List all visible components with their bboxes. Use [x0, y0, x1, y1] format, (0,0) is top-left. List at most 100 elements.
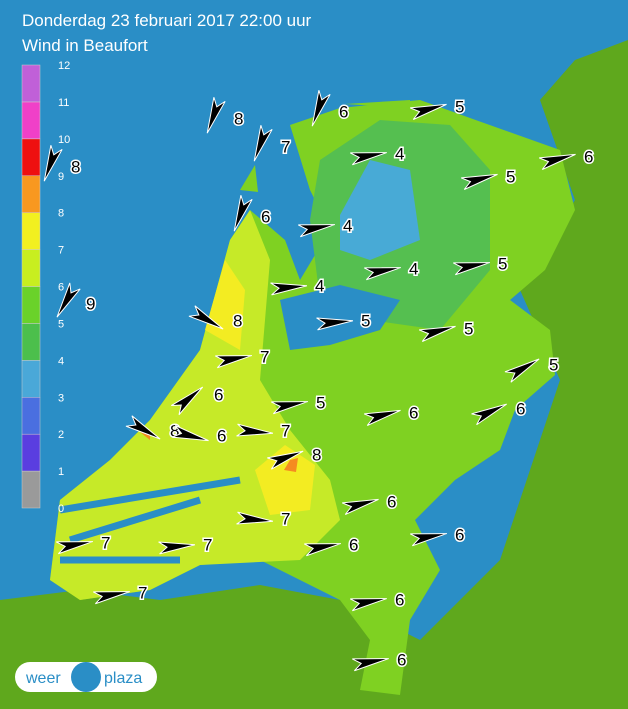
wind-arrow: [236, 511, 274, 525]
wind-force: 5: [316, 393, 325, 412]
wind-arrow: [364, 409, 401, 426]
wind-arrow: [350, 598, 387, 612]
wind-arrow: [298, 224, 335, 238]
arrow-head: [419, 325, 456, 342]
wind-force: 5: [549, 355, 558, 374]
wind-arrow: [410, 533, 447, 547]
wind-arrow: [364, 267, 401, 281]
wind-force: 6: [409, 403, 418, 422]
wind-force: 6: [339, 102, 348, 121]
wind-force: 6: [214, 385, 223, 404]
legend-label: 1: [58, 466, 64, 478]
arrow-head: [410, 533, 447, 547]
wind-force: 7: [281, 509, 290, 528]
legend-label: 8: [58, 208, 64, 220]
arrow-head: [236, 423, 274, 437]
wind-arrow: [271, 401, 308, 415]
wind-force: 4: [395, 144, 404, 163]
wind-force: 7: [101, 533, 110, 552]
wind-arrow: [158, 541, 196, 555]
wind-arrow: [342, 498, 379, 515]
arrow-head: [350, 152, 387, 166]
legend-label: 7: [58, 245, 64, 257]
legend-swatch: [21, 101, 41, 140]
legend-swatch: [21, 433, 41, 472]
arrow-head: [267, 450, 304, 470]
wind-arrow: [125, 415, 161, 440]
wind-arrow: [410, 103, 447, 120]
legend-label: 6: [58, 282, 64, 294]
legend-swatch: [21, 286, 41, 324]
legend-swatch: [21, 249, 41, 287]
wind-force: 7: [260, 347, 269, 366]
wind-arrow: [453, 262, 490, 276]
wind-force: 4: [343, 216, 352, 235]
arrow-head: [298, 224, 335, 238]
legend-swatch: [21, 175, 41, 213]
subtitle: Wind in Beaufort: [22, 36, 148, 55]
legend-label: 5: [58, 318, 64, 330]
logo-right: plaza: [104, 670, 142, 687]
logo: weer plaza: [15, 662, 157, 692]
legend-label: 9: [58, 171, 64, 183]
arrow-head: [410, 103, 447, 120]
wind-force: 4: [409, 259, 418, 278]
wind-force: 6: [395, 590, 404, 609]
wind-force: 8: [71, 157, 80, 176]
wind-force: 6: [217, 426, 226, 445]
wind-force: 7: [138, 583, 147, 602]
wind-force: 6: [516, 399, 525, 418]
legend-label: 11: [58, 97, 69, 109]
wind-arrow: [188, 305, 224, 330]
wind-force: 4: [315, 276, 324, 295]
legend-swatch: [21, 64, 41, 103]
wind-arrow: [461, 173, 498, 190]
wind-arrow: [233, 195, 253, 232]
wind-arrow: [267, 450, 304, 470]
title: Donderdag 23 februari 2017 22:00 uur: [22, 11, 312, 30]
arrow-head: [93, 591, 130, 605]
wind-force: 6: [387, 492, 396, 511]
wind-arrow: [304, 543, 341, 557]
logo-icon: [71, 662, 101, 692]
arrow-head: [270, 282, 308, 296]
wind-arrow: [236, 423, 274, 437]
wind-arrow: [471, 403, 507, 426]
arrow-head: [215, 355, 252, 369]
arrow-head: [271, 401, 308, 415]
arrow-head: [172, 425, 209, 442]
lake: [280, 285, 400, 350]
wind-arrow: [56, 282, 81, 318]
wind-arrow: [350, 152, 387, 166]
arrow-head: [158, 541, 196, 555]
legend-swatch: [21, 138, 41, 176]
wind-force: 5: [455, 97, 464, 116]
wind-force: 6: [584, 147, 593, 166]
arrow-head: [350, 598, 387, 612]
arrow-head: [311, 90, 331, 127]
wind-arrow: [43, 145, 63, 182]
wind-force: 5: [498, 254, 507, 273]
wind-force: 5: [361, 311, 370, 330]
wind-arrow: [56, 541, 93, 555]
arrow-head: [233, 195, 253, 232]
arrow-head: [316, 317, 354, 331]
wind-force: 7: [281, 137, 290, 156]
arrow-head: [539, 153, 576, 170]
wind-arrow: [419, 325, 456, 342]
arrow-head: [461, 173, 498, 190]
arrow-head: [236, 511, 274, 525]
arrow-head: [364, 409, 401, 426]
arrow-head: [56, 282, 81, 318]
zone-8: [205, 260, 315, 515]
legend-swatch: [21, 470, 41, 509]
wind-arrow: [316, 317, 354, 331]
arrow-head: [304, 543, 341, 557]
wind-force: 6: [455, 525, 464, 544]
arrow-head: [171, 386, 204, 416]
estuaries: [59, 476, 241, 564]
wind-arrow: [93, 591, 130, 605]
arrow-head: [253, 125, 273, 162]
